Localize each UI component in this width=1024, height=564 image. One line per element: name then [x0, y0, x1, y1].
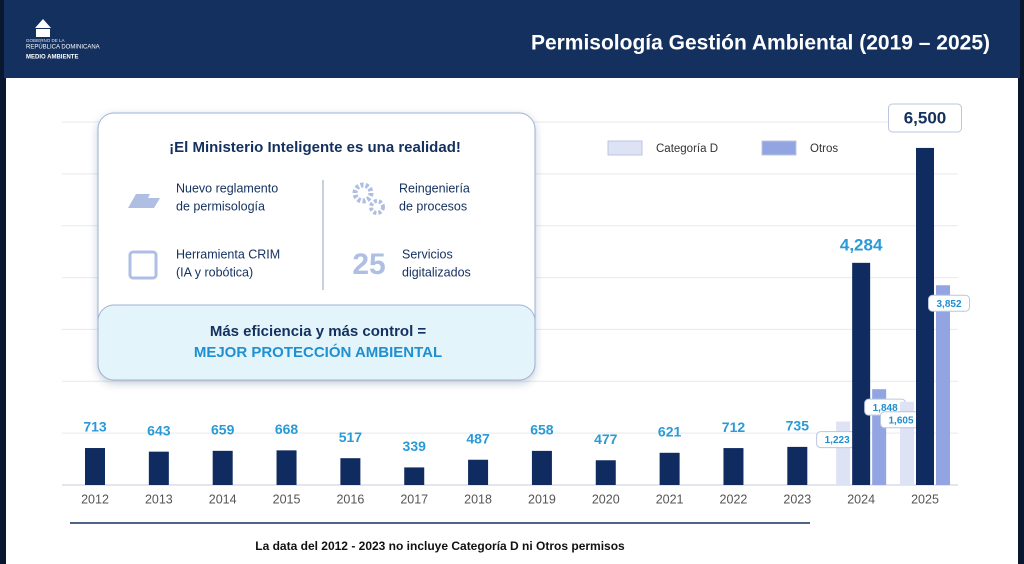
value-label: 487 [466, 430, 490, 446]
icon-book [128, 194, 160, 208]
bar [340, 458, 361, 485]
header-band [4, 0, 1020, 78]
x-tick-label: 2016 [336, 492, 364, 506]
bar [723, 448, 744, 485]
value-label: 1,223 [825, 435, 850, 446]
x-tick-label: 2014 [209, 492, 237, 506]
legend-swatch [761, 140, 797, 156]
x-tick-label: 2020 [592, 492, 620, 506]
x-tick-label: 2021 [656, 492, 684, 506]
x-tick-label: 2015 [273, 492, 301, 506]
footnote: La data del 2012 - 2023 no incluye Categ… [255, 539, 625, 553]
value-label: 735 [786, 418, 810, 434]
value-label: 1,848 [873, 403, 898, 414]
x-tick-label: 2017 [400, 492, 428, 506]
info-text: de permisología [176, 199, 265, 213]
icon-gear [369, 199, 385, 215]
value-label: 659 [211, 422, 235, 438]
bar [595, 460, 616, 485]
value-label: 668 [275, 421, 299, 437]
value-label: 658 [530, 422, 554, 438]
info-box: ¡El Ministerio Inteligente es una realid… [97, 112, 536, 381]
info-title: ¡El Ministerio Inteligente es una realid… [169, 139, 461, 156]
x-tick-label: 2012 [81, 492, 109, 506]
x-tick-label: 2024 [847, 492, 875, 506]
value-label: 477 [594, 431, 618, 447]
value-label: 621 [658, 423, 682, 439]
x-tick-label: 2019 [528, 492, 556, 506]
value-label: 712 [722, 419, 746, 435]
info-banner [97, 304, 536, 381]
legend-swatch [607, 140, 643, 156]
bar [276, 450, 297, 485]
value-label-box [928, 294, 970, 312]
logo-line: GOBIERNO DE LA [26, 38, 65, 43]
info-text: (IA y robótica) [176, 265, 253, 279]
value-label: 517 [339, 429, 363, 445]
icon-hand [128, 250, 158, 280]
bar [212, 450, 233, 485]
info-text: de procesos [399, 199, 467, 213]
info-text: Reingeniería [399, 181, 470, 195]
bar [936, 285, 950, 485]
x-tick-label: 2025 [911, 492, 939, 506]
banner-text: MEJOR PROTECCIÓN AMBIENTAL [194, 343, 442, 361]
x-tick-label: 2023 [783, 492, 811, 506]
bar [916, 147, 934, 485]
bar [659, 452, 680, 485]
bar [148, 451, 169, 485]
value-label: 1,605 [888, 415, 913, 426]
logo-line: REPÚBLICA DOMINICANA [26, 44, 100, 51]
info-text: Herramienta CRIM [176, 247, 280, 261]
value-label: 713 [83, 419, 107, 435]
info-text: Servicios [402, 247, 453, 261]
legend-label: Otros [810, 143, 838, 155]
value-label: 4,284 [840, 235, 883, 254]
value-label: 643 [147, 422, 171, 438]
logo-icon [35, 19, 51, 37]
x-tick-label: 2018 [464, 492, 492, 506]
bar [468, 459, 489, 485]
x-tick-label: 2022 [720, 492, 748, 506]
bar [531, 450, 552, 485]
legend-label: Categoría D [656, 143, 718, 155]
value-label-box [888, 103, 962, 133]
value-label: 339 [403, 438, 427, 454]
bar [85, 448, 105, 485]
banner-text: Más eficiencia y más control = [210, 323, 427, 340]
x-tick-label: 2013 [145, 492, 173, 506]
bar [787, 446, 808, 485]
bar [852, 262, 871, 485]
info-text: digitalizados [402, 265, 471, 279]
icon-gear [352, 182, 374, 204]
logo-line: MEDIO AMBIENTE [26, 55, 78, 61]
bar [404, 467, 425, 485]
value-label: 6,500 [904, 108, 947, 127]
value-label: 3,852 [936, 299, 961, 310]
info-text: Nuevo reglamento [176, 181, 278, 195]
chart-title: Permisología Gestión Ambiental (2019 – 2… [531, 32, 990, 55]
info-number: 25 [352, 248, 385, 281]
